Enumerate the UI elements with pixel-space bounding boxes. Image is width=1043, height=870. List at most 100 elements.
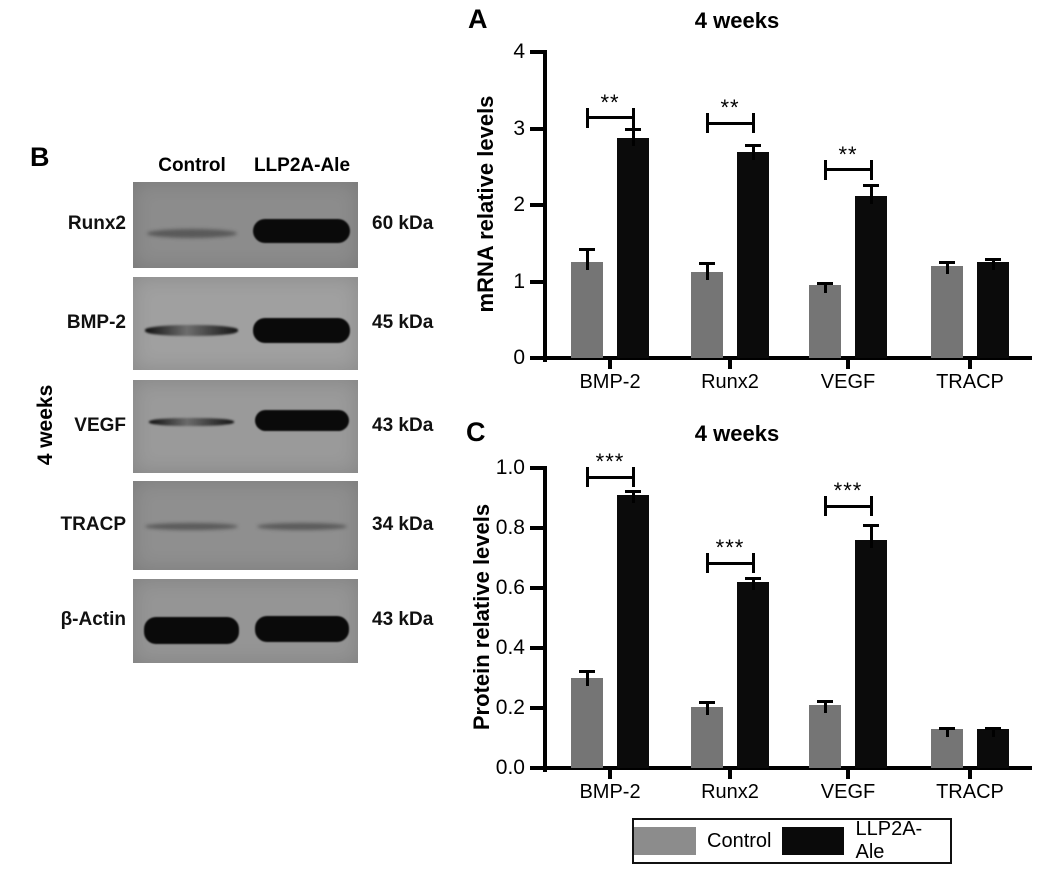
bar-LLP2A-Ale-VEGF xyxy=(855,195,887,358)
blot-band-TRACP-LLP2A-Ale xyxy=(256,522,347,530)
blot-image-BMP-2 xyxy=(133,277,358,370)
bar-LLP2A-Ale-VEGF xyxy=(855,540,887,768)
y-tick-label: 1 xyxy=(513,269,525,293)
bar-LLP2A-Ale-Runx2 xyxy=(737,152,769,358)
sig-bracket-endcap xyxy=(869,159,873,180)
error-bar-line xyxy=(945,727,949,737)
chart-legend: Control LLP2A-Ale xyxy=(632,818,952,864)
blot-image-Runx2 xyxy=(133,182,358,268)
blot-band-TRACP-Control xyxy=(145,522,238,530)
bar-Control-VEGF xyxy=(809,705,841,768)
y-tick-label: 0 xyxy=(513,346,525,369)
y-tick-label: 0.2 xyxy=(495,696,525,719)
sig-bracket-endcap xyxy=(631,467,635,487)
error-bar-cap xyxy=(745,143,761,147)
error-bar-cap xyxy=(939,261,955,265)
blot-band-VEGF-Control xyxy=(148,417,235,426)
x-tick xyxy=(846,770,850,779)
x-tick xyxy=(968,360,972,369)
blot-band-β-Actin-LLP2A-Ale xyxy=(254,616,349,643)
y-tick-label: 0.6 xyxy=(495,576,525,599)
sig-bracket-line xyxy=(825,168,871,172)
blot-protein-label: VEGF xyxy=(74,414,126,436)
y-tick-label: 4 xyxy=(513,40,525,63)
sig-bracket-line xyxy=(587,116,633,120)
blot-band-BMP-2-Control xyxy=(145,325,238,337)
error-bar-cap xyxy=(985,726,1001,730)
blot-protein-label: BMP-2 xyxy=(66,311,126,333)
blot-band-β-Actin-Control xyxy=(144,616,239,644)
error-bar-cap xyxy=(745,577,761,581)
error-bar-line xyxy=(585,249,589,271)
error-bar-cap xyxy=(863,184,879,188)
category-label: Runx2 xyxy=(701,371,759,393)
panel-c-title: 4 weeks xyxy=(694,421,780,446)
panel-a-label: A xyxy=(468,4,488,34)
error-bar-line xyxy=(823,283,827,294)
legend-swatch-Control xyxy=(634,827,696,855)
blot-protein-label: β-Actin xyxy=(60,609,126,630)
panel-a-title: 4 weeks xyxy=(694,8,780,33)
error-bar-cap xyxy=(817,282,833,286)
blot-band-VEGF-LLP2A-Ale xyxy=(254,410,349,432)
blot-kda-label: 45 kDa xyxy=(372,311,434,333)
sig-bracket-endcap xyxy=(751,113,755,134)
error-bar-line xyxy=(991,258,995,271)
blot-kda-label: 34 kDa xyxy=(372,513,434,535)
bar-LLP2A-Ale-TRACP xyxy=(977,262,1009,358)
bar-Control-VEGF xyxy=(809,285,841,358)
panel-c-label: C xyxy=(466,417,486,447)
sig-label: *** xyxy=(715,535,745,561)
bar-Control-Runx2 xyxy=(691,706,723,768)
y-tick xyxy=(530,766,543,770)
error-bar-line xyxy=(823,700,827,713)
blot-band-Runx2-Control xyxy=(146,229,237,239)
sig-bracket-line xyxy=(825,504,871,508)
y-tick xyxy=(530,356,543,360)
sig-bracket-endcap xyxy=(631,107,635,128)
sig-bracket-endcap xyxy=(823,496,827,517)
error-bar-line xyxy=(869,525,873,548)
sig-bracket-line xyxy=(707,121,753,125)
sig-bracket-endcap xyxy=(869,496,873,517)
error-bar-line xyxy=(631,129,635,146)
y-tick-label: 3 xyxy=(513,116,525,140)
error-bar-line xyxy=(631,491,635,503)
error-bar-line xyxy=(751,144,755,161)
blot-kda-label: 43 kDa xyxy=(372,609,434,630)
bar-Control-TRACP xyxy=(931,266,963,358)
sig-bracket-line xyxy=(587,475,633,479)
x-tick xyxy=(968,770,972,779)
y-axis-title: Protein relative levels xyxy=(469,503,494,731)
sig-label: *** xyxy=(833,478,863,504)
y-tick xyxy=(530,466,543,470)
lane-header-control: Control xyxy=(158,155,226,176)
legend-label-Control: Control xyxy=(707,829,772,852)
bar-Control-Runx2 xyxy=(691,272,723,358)
y-tick-label: 0.8 xyxy=(495,516,525,539)
category-label: BMP-2 xyxy=(579,371,641,393)
blot-image-VEGF xyxy=(133,380,358,473)
x-tick xyxy=(846,360,850,369)
y-axis-line xyxy=(543,466,547,772)
sig-bracket-endcap xyxy=(705,553,709,574)
y-tick xyxy=(530,586,543,590)
bar-Control-BMP-2 xyxy=(571,678,603,768)
y-tick xyxy=(530,50,543,54)
category-label: VEGF xyxy=(820,371,876,393)
x-axis-line xyxy=(543,766,1032,770)
error-bar-cap xyxy=(579,670,595,674)
x-tick xyxy=(608,770,612,779)
bar-Control-BMP-2 xyxy=(571,262,603,358)
error-bar-cap xyxy=(579,248,595,252)
category-label: TRACP xyxy=(936,781,1004,803)
lane-header-llp2a-ale: LLP2A-Ale xyxy=(253,155,351,176)
category-label: BMP-2 xyxy=(579,781,641,803)
y-tick xyxy=(530,279,543,284)
y-tick xyxy=(530,203,543,207)
x-tick xyxy=(728,770,732,779)
y-tick xyxy=(530,526,543,530)
sig-label: ** xyxy=(838,141,858,167)
y-axis-title: mRNA relative levels xyxy=(473,95,498,313)
bar-LLP2A-Ale-Runx2 xyxy=(737,582,769,768)
